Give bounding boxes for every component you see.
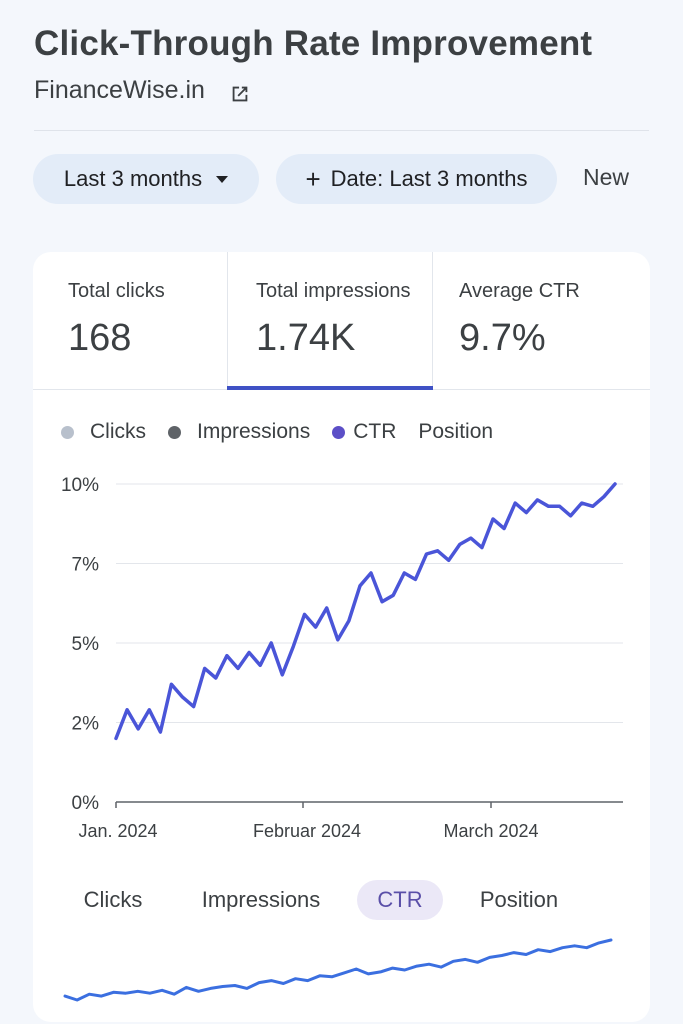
y-tick-label: 10% (61, 475, 99, 496)
ctr-chart: 0% 2% 5% 7% 10% Jan. 2024 Februar 2024 March 20… (61, 475, 623, 841)
legend-ctr[interactable]: CTR (332, 420, 396, 444)
metric-label: Total clicks (68, 280, 165, 302)
metric-total-clicks[interactable]: Total clicks 168 (68, 252, 228, 390)
metric-value: 9.7% (459, 317, 546, 359)
chart-legend: Clicks Impressions CTR Position (61, 420, 515, 444)
header-divider (34, 130, 649, 131)
site-name: FinanceWise.in (34, 76, 205, 104)
sparkline-series-line (63, 938, 613, 1002)
new-filter-button[interactable]: New (583, 164, 630, 190)
ctr-series-line (114, 482, 617, 741)
performance-card: Total clicks 168 Total impressions 1.74K… (33, 252, 650, 1022)
legend-impressions[interactable]: Impressions (168, 420, 310, 444)
y-tick-label: 5% (72, 634, 100, 655)
page-title: Click-Through Rate Improvement (34, 24, 593, 63)
legend-dot (332, 425, 346, 439)
tab-position[interactable]: Position (479, 887, 559, 912)
date-filter-label: Date: Last 3 months (330, 166, 528, 191)
legend-dot (61, 425, 74, 439)
metric-total-impressions[interactable]: Total impressions 1.74K (227, 252, 433, 390)
legend-dot (168, 425, 181, 439)
tab-clicks[interactable]: Clicks (83, 887, 143, 912)
y-tick-label: 2% (72, 714, 100, 735)
metric-label: Average CTR (459, 280, 580, 302)
tab-impressions[interactable]: Impressions (201, 887, 321, 912)
metric-average-ctr[interactable]: Average CTR 9.7% (433, 252, 650, 390)
caret-down-icon (216, 175, 229, 183)
metric-tabs: Clicks Impressions CTR Position (33, 880, 650, 924)
x-tick-label: March 2024 (443, 821, 538, 841)
y-tick-label: 7% (72, 555, 100, 576)
metrics-row: Total clicks 168 Total impressions 1.74K… (33, 252, 650, 390)
site-name-row: FinanceWise.in (34, 76, 251, 105)
metric-label: Total impressions (256, 280, 411, 302)
open-in-new-icon[interactable] (229, 83, 251, 105)
ctr-sparkline (63, 938, 613, 1002)
x-tick-label: Februar 2024 (253, 821, 361, 841)
legend-position[interactable]: Position (418, 420, 493, 444)
legend-label: Clicks (90, 420, 146, 443)
metric-value: 168 (68, 317, 132, 359)
selected-metric-indicator (227, 386, 433, 390)
date-range-dropdown[interactable]: Last 3 months (33, 154, 259, 204)
tab-ctr[interactable]: CTR (357, 880, 443, 920)
legend-label: Position (418, 420, 494, 443)
legend-label: CTR (353, 420, 397, 443)
metric-value: 1.74K (256, 317, 356, 359)
plus-icon: + (305, 164, 321, 194)
legend-clicks[interactable]: Clicks (61, 420, 146, 444)
x-tick-label: Jan. 2024 (78, 821, 157, 841)
date-range-label: Last 3 months (63, 166, 203, 191)
date-filter-chip[interactable]: + Date: Last 3 months (276, 154, 557, 204)
y-tick-label: 0% (72, 793, 100, 814)
legend-label: Impressions (197, 420, 311, 443)
